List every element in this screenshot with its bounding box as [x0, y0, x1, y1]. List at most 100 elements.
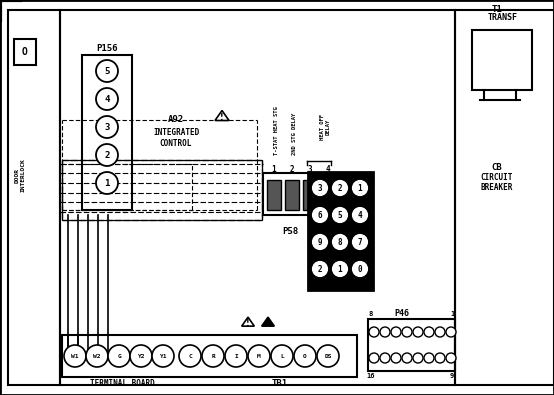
- Text: Y2: Y2: [137, 354, 145, 359]
- Text: 1: 1: [104, 179, 110, 188]
- Circle shape: [96, 144, 118, 166]
- Text: !: !: [220, 113, 224, 122]
- Circle shape: [64, 345, 86, 367]
- Text: 0: 0: [358, 265, 362, 273]
- Bar: [267, 180, 281, 210]
- Text: C: C: [188, 354, 192, 359]
- Circle shape: [446, 327, 456, 337]
- Circle shape: [380, 353, 390, 363]
- Circle shape: [331, 179, 349, 197]
- Circle shape: [86, 345, 108, 367]
- Circle shape: [351, 206, 369, 224]
- Circle shape: [311, 179, 329, 197]
- Text: 1: 1: [338, 265, 342, 273]
- Text: 2ND STG DELAY: 2ND STG DELAY: [291, 113, 296, 155]
- Circle shape: [369, 353, 379, 363]
- Text: 8: 8: [338, 237, 342, 246]
- Circle shape: [311, 233, 329, 251]
- Text: 3: 3: [307, 164, 312, 173]
- Text: T-STAT HEAT STG: T-STAT HEAT STG: [274, 106, 279, 155]
- Text: 16: 16: [367, 373, 375, 379]
- Text: 7: 7: [358, 237, 362, 246]
- Text: 5: 5: [104, 66, 110, 75]
- Text: CIRCUIT: CIRCUIT: [481, 173, 513, 181]
- Text: 9: 9: [317, 237, 322, 246]
- Text: 6: 6: [317, 211, 322, 220]
- Bar: [82, 55, 132, 210]
- Text: L: L: [280, 354, 284, 359]
- Circle shape: [311, 206, 329, 224]
- Text: R: R: [211, 354, 215, 359]
- Text: HEAT OFF
DELAY: HEAT OFF DELAY: [320, 114, 330, 140]
- Bar: [285, 180, 299, 210]
- Bar: [368, 319, 455, 371]
- Text: 5: 5: [338, 211, 342, 220]
- Text: TERMINAL BOARD: TERMINAL BOARD: [90, 380, 155, 389]
- Text: 8: 8: [369, 311, 373, 317]
- Polygon shape: [215, 111, 229, 120]
- Bar: [263, 173, 341, 215]
- Text: TB1: TB1: [272, 380, 288, 389]
- Circle shape: [351, 233, 369, 251]
- Text: INTEGRATED: INTEGRATED: [153, 128, 199, 137]
- Text: 1: 1: [450, 311, 454, 317]
- Text: DOOR
INTERLOCK: DOOR INTERLOCK: [14, 158, 25, 192]
- Circle shape: [130, 345, 152, 367]
- Circle shape: [331, 233, 349, 251]
- Text: TRANSF: TRANSF: [488, 13, 518, 21]
- Circle shape: [435, 327, 445, 337]
- Text: O: O: [303, 354, 307, 359]
- Text: P58: P58: [282, 226, 298, 235]
- Circle shape: [391, 327, 401, 337]
- Text: O: O: [22, 47, 28, 57]
- Text: G: G: [117, 354, 121, 359]
- Circle shape: [331, 260, 349, 278]
- Circle shape: [424, 353, 434, 363]
- Circle shape: [391, 353, 401, 363]
- Text: A92: A92: [168, 115, 184, 124]
- Text: 1: 1: [358, 184, 362, 192]
- Polygon shape: [261, 317, 274, 326]
- Text: P156: P156: [96, 43, 118, 53]
- Circle shape: [96, 88, 118, 110]
- Bar: [303, 180, 317, 210]
- Text: !: !: [246, 319, 250, 328]
- Circle shape: [351, 260, 369, 278]
- Circle shape: [311, 260, 329, 278]
- Bar: [472, 30, 532, 90]
- Circle shape: [413, 327, 423, 337]
- Text: 2: 2: [317, 265, 322, 273]
- Text: P46: P46: [394, 310, 409, 318]
- Text: I: I: [234, 354, 238, 359]
- Circle shape: [294, 345, 316, 367]
- Text: 2: 2: [338, 184, 342, 192]
- Circle shape: [96, 116, 118, 138]
- Circle shape: [380, 327, 390, 337]
- Circle shape: [271, 345, 293, 367]
- Text: 3: 3: [317, 184, 322, 192]
- Bar: [60, 10, 455, 385]
- Circle shape: [248, 345, 270, 367]
- Circle shape: [402, 353, 412, 363]
- Text: W1: W1: [71, 354, 79, 359]
- Bar: [62, 160, 262, 220]
- Circle shape: [369, 327, 379, 337]
- Text: 3: 3: [104, 122, 110, 132]
- Text: 4: 4: [326, 164, 330, 173]
- Text: 1: 1: [271, 164, 276, 173]
- Text: 2: 2: [104, 150, 110, 160]
- Circle shape: [351, 179, 369, 197]
- Text: BREAKER: BREAKER: [481, 182, 513, 192]
- Bar: [308, 172, 373, 290]
- Text: 4: 4: [104, 94, 110, 103]
- Text: 2: 2: [290, 164, 294, 173]
- Circle shape: [96, 60, 118, 82]
- Circle shape: [435, 353, 445, 363]
- Circle shape: [179, 345, 201, 367]
- Polygon shape: [242, 317, 254, 326]
- Circle shape: [317, 345, 339, 367]
- Text: 9: 9: [450, 373, 454, 379]
- Bar: [62, 335, 357, 377]
- Circle shape: [331, 206, 349, 224]
- Text: CONTROL: CONTROL: [160, 139, 192, 147]
